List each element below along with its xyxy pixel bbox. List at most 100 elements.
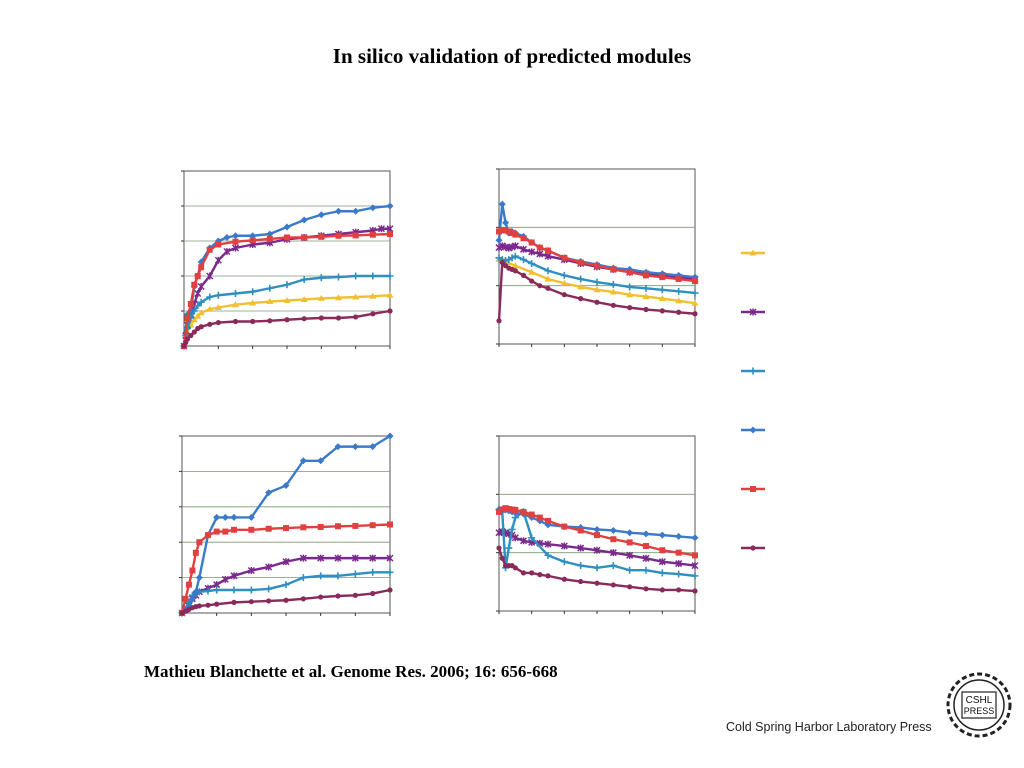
- data-point: [692, 588, 698, 594]
- data-point: [223, 234, 231, 241]
- data-point: [544, 551, 552, 559]
- data-point: [627, 584, 633, 590]
- data-point: [386, 202, 394, 210]
- data-point: [610, 536, 617, 543]
- data-point: [577, 527, 584, 534]
- data-point: [282, 558, 290, 566]
- data-point: [377, 225, 385, 233]
- page-title: In silico validation of predicted module…: [332, 44, 692, 68]
- data-point: [369, 272, 377, 280]
- data-point: [499, 506, 506, 513]
- data-point: [626, 283, 634, 291]
- data-point: [642, 284, 650, 292]
- panel-c: [178, 432, 394, 617]
- data-point: [283, 525, 289, 532]
- data-point: [207, 321, 213, 327]
- data-point: [232, 232, 239, 240]
- data-point: [318, 315, 324, 321]
- data-point: [300, 216, 308, 224]
- data-point: [335, 294, 342, 301]
- series-line: [498, 258, 696, 305]
- data-point: [691, 534, 699, 542]
- data-point: [369, 568, 377, 576]
- data-point: [528, 534, 536, 542]
- data-point: [626, 529, 634, 537]
- data-point: [214, 291, 222, 299]
- data-point: [560, 558, 568, 566]
- data-point: [386, 272, 394, 280]
- data-point: [231, 599, 237, 605]
- data-point: [283, 597, 289, 603]
- data-point: [545, 285, 551, 291]
- data-point: [188, 595, 196, 603]
- data-point: [266, 598, 272, 604]
- data-point: [642, 293, 650, 300]
- data-point: [335, 315, 342, 321]
- data-point: [593, 525, 601, 533]
- data-point: [560, 271, 568, 279]
- data-point: [520, 508, 527, 515]
- data-point: [505, 544, 513, 552]
- data-point: [335, 273, 342, 281]
- data-point: [194, 302, 202, 310]
- data-point: [265, 563, 273, 571]
- series: [495, 528, 699, 570]
- data-point: [184, 336, 191, 342]
- data-point: [334, 443, 342, 451]
- data-point: [248, 526, 255, 533]
- data-point: [544, 540, 552, 548]
- data-point: [609, 549, 617, 557]
- data-point: [519, 245, 528, 253]
- series: [179, 587, 393, 616]
- data-point: [283, 297, 291, 303]
- data-point: [317, 523, 324, 530]
- data-point: [192, 588, 200, 596]
- data-point: [609, 280, 617, 288]
- data-point: [520, 256, 527, 264]
- data-point: [561, 576, 567, 582]
- data-point: [247, 566, 255, 575]
- data-point: [265, 585, 273, 593]
- data-point: [206, 272, 214, 280]
- data-point: [537, 572, 543, 578]
- data-point: [536, 244, 543, 251]
- logo-line1: CSHL: [966, 695, 993, 706]
- data-point: [353, 314, 359, 320]
- series: [181, 308, 393, 349]
- data-point: [512, 231, 519, 238]
- data-point: [609, 562, 617, 570]
- data-point: [609, 526, 617, 534]
- data-point: [508, 525, 516, 533]
- data-point: [370, 311, 376, 317]
- data-point: [317, 294, 325, 301]
- data-point: [266, 230, 274, 238]
- data-point: [387, 587, 393, 593]
- data-point: [505, 228, 512, 235]
- data-point: [335, 207, 342, 215]
- data-point: [676, 587, 682, 593]
- citation: Mathieu Blanchette et al. Genome Res. 20…: [144, 662, 558, 681]
- data-point: [610, 302, 616, 308]
- data-point: [284, 234, 290, 241]
- data-point: [627, 305, 633, 311]
- data-point: [369, 554, 377, 562]
- data-point: [221, 575, 229, 583]
- data-point: [520, 570, 527, 576]
- data-point: [265, 525, 272, 532]
- data-point: [626, 291, 634, 298]
- data-point: [197, 282, 205, 291]
- data-point: [496, 228, 502, 235]
- data-point: [301, 234, 308, 241]
- series: [179, 521, 393, 616]
- data-point: [369, 231, 376, 238]
- data-point: [577, 275, 585, 283]
- data-point: [352, 272, 360, 280]
- data-point: [545, 247, 551, 254]
- legend-item: [741, 545, 765, 551]
- data-point: [692, 311, 698, 317]
- data-point: [214, 256, 222, 264]
- data-point: [511, 242, 519, 250]
- data-point: [230, 586, 238, 594]
- data-point: [369, 522, 376, 529]
- data-point: [643, 272, 649, 279]
